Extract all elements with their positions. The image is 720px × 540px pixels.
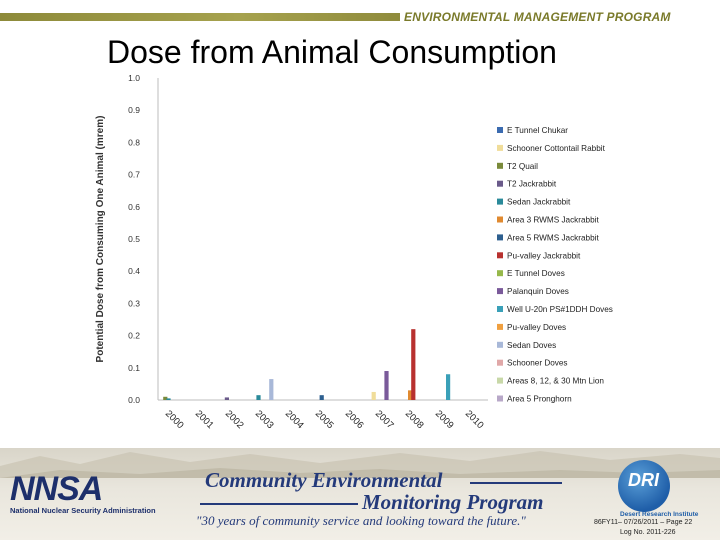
x-tick-label: 2007 bbox=[373, 408, 396, 431]
legend-label: T2 Quail bbox=[507, 162, 538, 171]
legend-swatch bbox=[497, 162, 503, 169]
x-tick-label: 2001 bbox=[193, 408, 216, 431]
x-tick-label: 2002 bbox=[223, 408, 246, 431]
legend-label: E Tunnel Doves bbox=[507, 269, 565, 278]
bar bbox=[319, 395, 324, 400]
bar bbox=[256, 395, 261, 400]
bar bbox=[411, 329, 416, 400]
legend-label: Areas 8, 12, & 30 Mtn Lion bbox=[507, 377, 604, 386]
bar bbox=[166, 398, 171, 400]
log-number: Log No. 2011-226 bbox=[620, 529, 676, 536]
legend-label: Palanquin Doves bbox=[507, 287, 569, 296]
cemp-rule bbox=[470, 482, 562, 484]
bar bbox=[224, 397, 229, 400]
legend-label: Sedan Doves bbox=[507, 341, 556, 350]
x-tick-label: 2003 bbox=[253, 408, 276, 431]
header-bar: ENVIRONMENTAL MANAGEMENT PROGRAM bbox=[0, 10, 720, 24]
cemp-rule bbox=[200, 503, 358, 505]
legend-swatch bbox=[497, 395, 503, 402]
plot-area bbox=[158, 78, 488, 400]
x-tick-label: 2006 bbox=[343, 408, 366, 431]
dri-globe-icon bbox=[618, 460, 670, 512]
nnsa-logo: NNSA bbox=[10, 470, 103, 508]
x-tick-label: 2009 bbox=[433, 408, 456, 431]
y-tick-label: 0.1 bbox=[128, 363, 140, 373]
bar bbox=[269, 379, 274, 400]
legend-label: E Tunnel Chukar bbox=[507, 126, 568, 135]
y-tick-label: 0.5 bbox=[128, 234, 140, 244]
x-tick-label: 2005 bbox=[313, 408, 336, 431]
header-stripe bbox=[0, 13, 400, 21]
legend-swatch bbox=[497, 144, 503, 151]
nnsa-name: National Nuclear Security Administration bbox=[10, 506, 156, 515]
y-tick-label: 1.0 bbox=[128, 73, 140, 83]
legend-swatch bbox=[497, 234, 503, 241]
legend-swatch bbox=[497, 306, 503, 312]
legend-swatch bbox=[497, 341, 503, 348]
y-tick-label: 0.2 bbox=[128, 331, 140, 341]
bar bbox=[371, 391, 376, 400]
legend-swatch bbox=[497, 180, 503, 187]
y-tick-label: 0.7 bbox=[128, 170, 140, 180]
bar bbox=[446, 374, 451, 400]
bar bbox=[384, 371, 389, 400]
legend-swatch bbox=[497, 323, 503, 330]
legend-label: Pu-valley Jackrabbit bbox=[507, 251, 581, 260]
page-info: 86FY11– 07/26/2011 – Page 22 bbox=[594, 519, 693, 526]
y-tick-label: 0.0 bbox=[128, 395, 140, 405]
legend-swatch bbox=[497, 127, 503, 133]
dri-logo-text: DRI bbox=[628, 470, 659, 490]
legend-swatch bbox=[497, 359, 503, 366]
legend-swatch bbox=[497, 377, 503, 384]
legend-label: Sedan Jackrabbit bbox=[507, 198, 571, 207]
legend-label: Area 5 Pronghorn bbox=[507, 395, 572, 404]
dose-bar-chart: 0.0 0.1 0.2 0.3 0.4 0.5 0.6 0.7 0.8 0.9 1.0 Potenti… bbox=[95, 73, 613, 431]
y-tick-label: 0.4 bbox=[128, 266, 140, 276]
x-tick-label: 2000 bbox=[163, 408, 186, 431]
x-tick-label: 2010 bbox=[463, 408, 486, 431]
legend-label: Schooner Doves bbox=[507, 359, 568, 368]
x-tick-label: 2004 bbox=[283, 408, 306, 431]
bar bbox=[408, 390, 413, 400]
y-tick-label: 0.6 bbox=[128, 202, 140, 212]
cemp-title-line1: Community Environmental bbox=[205, 468, 443, 492]
legend-swatch bbox=[497, 252, 503, 259]
legend-swatch bbox=[497, 198, 503, 205]
bar bbox=[163, 396, 168, 400]
dri-name: Desert Research Institute bbox=[620, 511, 699, 518]
y-axis-label: Potential Dose from Consuming One Animal… bbox=[95, 116, 106, 363]
legend-label: Pu-valley Doves bbox=[507, 323, 566, 332]
legend-swatch bbox=[497, 270, 503, 277]
legend-label: Area 3 RWMS Jackrabbit bbox=[507, 216, 599, 225]
y-tick-label: 0.3 bbox=[128, 298, 140, 308]
y-tick-label: 0.8 bbox=[128, 137, 140, 147]
legend-label: Schooner Cottontail Rabbit bbox=[507, 144, 606, 153]
slide-title: Dose from Animal Consumption bbox=[107, 34, 557, 70]
legend-label: Area 5 RWMS Jackrabbit bbox=[507, 233, 599, 242]
program-title: ENVIRONMENTAL MANAGEMENT PROGRAM bbox=[404, 10, 671, 24]
cemp-tagline: "30 years of community service and looki… bbox=[196, 513, 526, 528]
mountain-silhouette-icon bbox=[0, 451, 720, 478]
y-tick-label: 0.9 bbox=[128, 105, 140, 115]
x-tick-label: 2008 bbox=[403, 408, 426, 431]
legend-swatch bbox=[497, 288, 503, 295]
legend-swatch bbox=[497, 216, 503, 223]
cemp-title-line2: Monitoring Program bbox=[362, 490, 544, 514]
legend-label: Well U-20n PS#1DDH Doves bbox=[507, 305, 613, 314]
legend-label: T2 Jackrabbit bbox=[507, 180, 557, 189]
